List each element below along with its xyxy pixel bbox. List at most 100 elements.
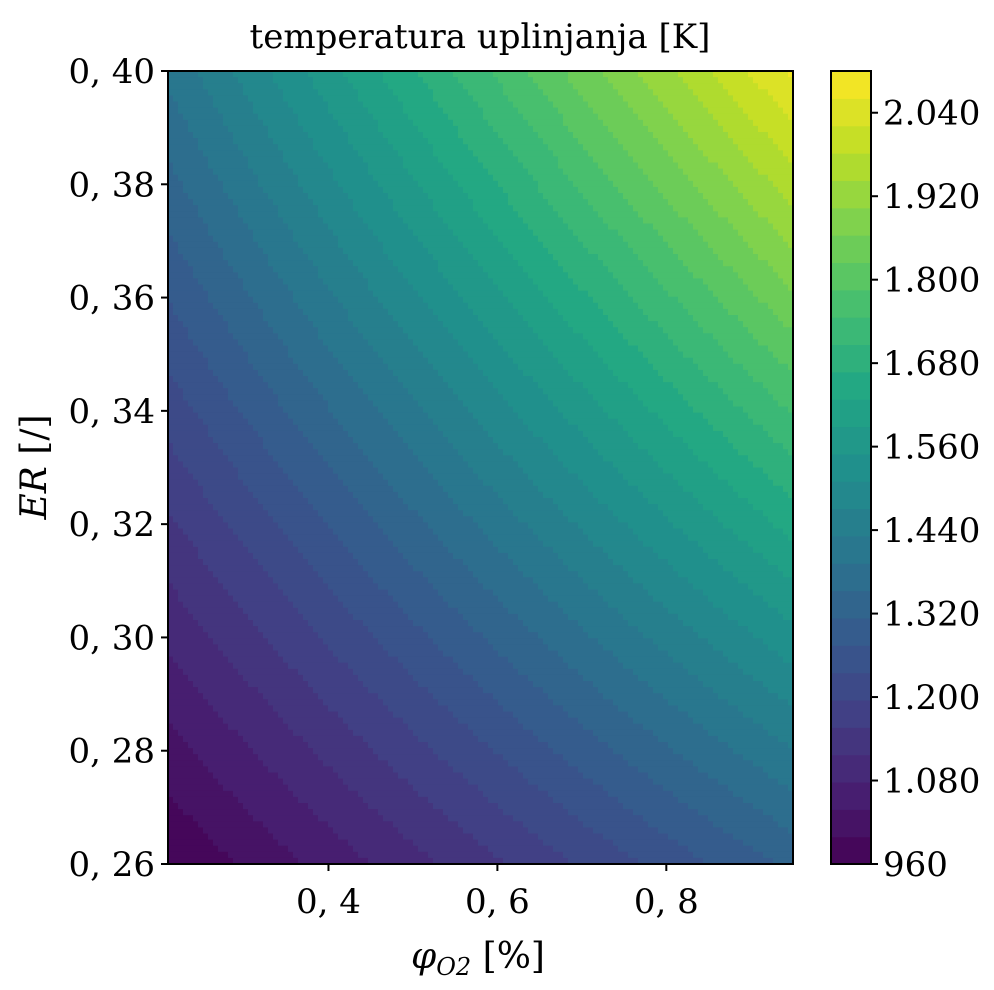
contour-cell: [278, 705, 284, 713]
contour-cell: [248, 162, 254, 170]
contour-cell: [193, 162, 199, 170]
contour-cell: [213, 754, 219, 761]
contour-cell: [203, 748, 209, 755]
contour-cell: [168, 369, 174, 377]
contour-cell: [188, 357, 194, 365]
contour-cell: [328, 485, 334, 493]
contour-cell: [328, 559, 334, 566]
contour-cell: [233, 522, 239, 530]
contour-cell: [233, 132, 239, 139]
contour-cell: [228, 790, 234, 798]
contour-cell: [313, 180, 319, 188]
contour-cell: [293, 339, 299, 347]
contour-cell: [303, 784, 309, 792]
contour-cell: [263, 748, 269, 755]
contour-cell: [218, 790, 224, 798]
contour-cell: [178, 339, 184, 347]
contour-cell: [168, 620, 174, 627]
contour-cell: [298, 138, 304, 145]
contour-cell: [263, 766, 269, 774]
contour-cell: [208, 382, 214, 389]
contour-cell: [208, 400, 214, 408]
contour-cell: [303, 742, 309, 749]
contour-cell: [358, 101, 364, 109]
contour-cell: [263, 394, 269, 401]
contour-cell: [338, 229, 344, 237]
contour-cell: [343, 626, 349, 633]
contour-cell: [213, 674, 219, 682]
contour-cell: [313, 260, 319, 267]
contour-cell: [298, 754, 304, 761]
contour-cell: [258, 607, 264, 615]
contour-cell: [218, 491, 224, 499]
contour-cell: [318, 223, 324, 231]
contour-cell: [293, 424, 299, 432]
contour-cell: [243, 101, 249, 109]
contour-cell: [343, 77, 349, 84]
contour-cell: [308, 217, 314, 225]
contour-cell: [308, 693, 314, 700]
contour-cell: [263, 790, 269, 798]
contour-fill: [168, 71, 794, 865]
contour-cell: [188, 363, 194, 371]
contour-cell: [283, 833, 289, 841]
contour-cell: [323, 729, 329, 737]
contour-cell: [208, 528, 214, 536]
contour-cell: [213, 284, 219, 292]
contour-cell: [273, 302, 279, 310]
contour-cell: [218, 534, 224, 542]
contour-cell: [358, 107, 364, 115]
contour-cell: [323, 321, 329, 328]
contour-cell: [293, 540, 299, 548]
contour-cell: [348, 473, 354, 481]
contour-cell: [213, 290, 219, 298]
contour-cell: [253, 809, 259, 816]
contour-cell: [243, 260, 249, 267]
contour-cell: [203, 144, 209, 151]
contour-cell: [323, 449, 329, 456]
contour-cell: [348, 650, 354, 658]
contour-cell: [193, 241, 199, 249]
contour-cell: [208, 290, 214, 298]
contour-cell: [233, 473, 239, 481]
contour-cell: [333, 345, 339, 353]
contour-cell: [208, 565, 214, 572]
contour-cell: [223, 632, 229, 639]
contour-cell: [218, 315, 224, 322]
contour-cell: [248, 772, 254, 780]
contour-cell: [223, 662, 229, 670]
contour-cell: [343, 851, 349, 859]
contour-cell: [208, 498, 214, 505]
contour-cell: [258, 516, 264, 523]
contour-cell: [338, 168, 344, 176]
contour-cell: [258, 674, 264, 682]
contour-cell: [188, 449, 194, 456]
contour-cell: [193, 760, 199, 767]
contour-cell: [253, 735, 259, 743]
contour-cell: [243, 479, 249, 487]
contour-cell: [188, 266, 194, 273]
contour-cell: [193, 705, 199, 713]
contour-cell: [313, 388, 319, 395]
contour-cell: [223, 681, 229, 688]
contour-cell: [348, 498, 354, 505]
contour-cell: [358, 266, 364, 273]
contour-cell: [353, 144, 359, 151]
contour-cell: [258, 266, 264, 273]
contour-cell: [218, 125, 224, 133]
contour-cell: [288, 815, 294, 822]
contour-cell: [238, 638, 244, 645]
contour-cell: [303, 735, 309, 743]
contour-cell: [343, 607, 349, 615]
contour-cell: [253, 565, 259, 572]
contour-cell: [228, 351, 234, 359]
contour-cell: [273, 308, 279, 316]
contour-cell: [328, 681, 334, 688]
contour-cell: [253, 241, 259, 249]
contour-cell: [178, 406, 184, 414]
contour-cell: [203, 156, 209, 164]
contour-cell: [198, 552, 204, 560]
contour-cell: [328, 406, 334, 414]
contour-cell: [253, 107, 259, 115]
contour-cell: [178, 430, 184, 438]
